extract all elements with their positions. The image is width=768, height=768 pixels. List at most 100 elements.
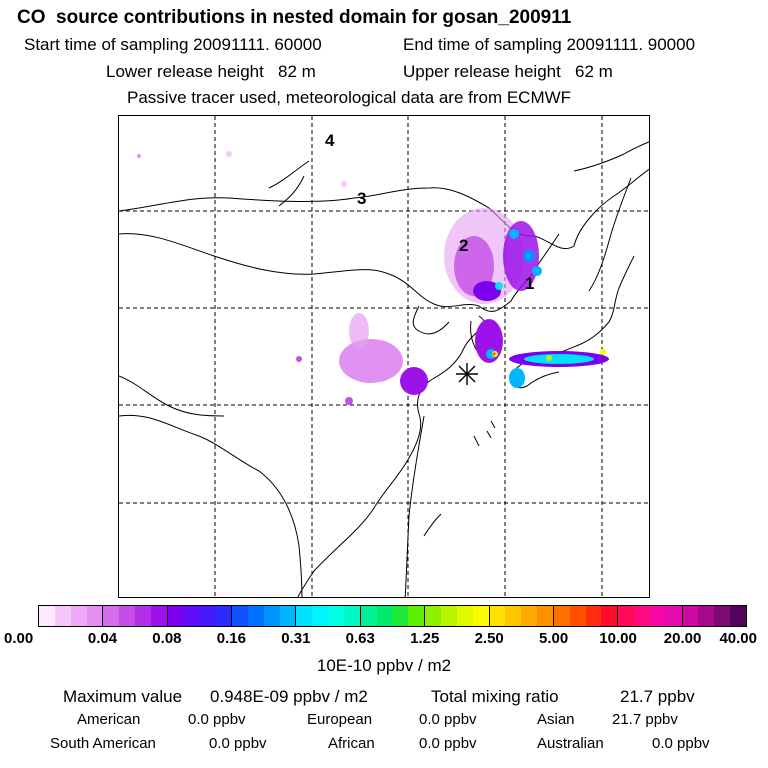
coastlines-and-borders <box>119 141 649 597</box>
region-name-american: American <box>77 711 141 728</box>
colorbar-color-cell <box>343 606 360 626</box>
colorbar-tick-label: 2.50 <box>474 630 504 647</box>
max-value-label: Maximum value <box>63 687 183 706</box>
colorbar-color-cell <box>39 606 55 626</box>
colorbar-tick-label: 0.00 <box>4 630 34 647</box>
colorbar-color-cell <box>730 606 746 626</box>
colorbar-tick-label: 0.31 <box>281 630 311 647</box>
tracer-note: Passive tracer used, meteorological data… <box>127 88 572 107</box>
region-name-european: European <box>307 711 373 728</box>
source-marker-2: 2 <box>459 236 468 255</box>
colorbar-color-cell <box>54 606 71 626</box>
colorbar-color-cell <box>103 606 120 626</box>
colorbar-color-cell <box>183 606 200 626</box>
colorbar-color-cell <box>119 606 136 626</box>
colorbar-color-cell <box>714 606 731 626</box>
region-value-african: 0.0 ppbv <box>419 735 477 752</box>
colorbar-color-cell <box>135 606 151 626</box>
colorbar-segment <box>553 606 619 626</box>
colorbar-color-cell <box>263 606 280 626</box>
upper-release-height-label: Upper release height 62 m <box>403 62 613 81</box>
total-mixing-ratio-value: 21.7 ppbv <box>620 687 695 706</box>
region-name-australian: Australian <box>537 735 604 752</box>
colorbar-color-cell <box>665 606 682 626</box>
colorbar-color-cell <box>521 606 538 626</box>
region-value-european: 0.0 ppbv <box>419 711 477 728</box>
source-marker-1: 1 <box>525 274 534 293</box>
max-value: 0.948E-09 ppbv / m2 <box>210 687 368 706</box>
colorbar-tick-label: 0.08 <box>152 630 182 647</box>
concentration-field <box>137 151 609 405</box>
receptor-star-icon <box>456 363 478 385</box>
colorbar-color-cell <box>296 606 313 626</box>
colorbar-color-cell <box>425 606 441 626</box>
colorbar <box>38 605 747 627</box>
end-time-label: End time of sampling 20091111. 90000 <box>403 35 696 54</box>
colorbar-color-cell <box>232 606 248 626</box>
colorbar-segment <box>489 606 554 626</box>
colorbar-tick-label: 0.63 <box>345 630 375 647</box>
colorbar-color-cell <box>585 606 602 626</box>
colorbar-color-cell <box>328 606 344 626</box>
colorbar-color-cell <box>456 606 473 626</box>
colorbar-color-cell <box>360 606 377 626</box>
colorbar-color-cell <box>472 606 489 626</box>
colorbar-tick-label: 0.04 <box>87 630 118 647</box>
colorbar-segment <box>618 606 683 626</box>
source-marker-4: 4 <box>325 131 335 150</box>
colorbar-color-cell <box>279 606 296 626</box>
colorbar-tick-label: 20.00 <box>663 630 702 647</box>
colorbar-color-cell <box>569 606 586 626</box>
colorbar-color-cell <box>376 606 393 626</box>
colorbar-color-cell <box>698 606 715 626</box>
colorbar-color-cell <box>649 606 666 626</box>
colorbar-segment <box>232 606 297 626</box>
colorbar-color-cell <box>215 606 232 626</box>
colorbar-tick-label: 10.00 <box>599 630 637 647</box>
plot-title: CO source contributions in nested domain… <box>17 7 572 28</box>
colorbar-segment <box>360 606 426 626</box>
start-time-label: Start time of sampling 20091111. 60000 <box>24 35 322 54</box>
colorbar-color-cell <box>408 606 425 626</box>
map-panel: 1 2 3 4 <box>118 115 650 598</box>
region-name-asian: Asian <box>537 711 575 728</box>
colorbar-color-cell <box>618 606 635 626</box>
colorbar-color-cell <box>247 606 264 626</box>
colorbar-color-cell <box>682 606 699 626</box>
source-marker-3: 3 <box>357 189 366 208</box>
region-name-african: African <box>328 735 375 752</box>
colorbar-color-cell <box>601 606 618 626</box>
lat-lon-grid <box>119 116 649 597</box>
source-markers: 1 2 3 4 <box>325 131 534 293</box>
colorbar-segment <box>425 606 490 626</box>
colorbar-color-cell <box>392 606 409 626</box>
colorbar-segment <box>682 606 746 626</box>
colorbar-color-cell <box>167 606 184 626</box>
colorbar-color-cell <box>70 606 87 626</box>
colorbar-segment <box>39 606 104 626</box>
colorbar-segment <box>103 606 168 626</box>
colorbar-segment <box>296 606 361 626</box>
region-value-australian: 0.0 ppbv <box>652 735 710 752</box>
colorbar-color-cell <box>553 606 570 626</box>
colorbar-color-cell <box>312 606 329 626</box>
region-name-south-american: South American <box>50 735 156 752</box>
colorbar-tick-label: 0.16 <box>216 630 246 647</box>
map-canvas: 1 2 3 4 <box>119 116 649 597</box>
colorbar-color-cell <box>199 606 216 626</box>
colorbar-tick-label: 5.00 <box>539 630 569 647</box>
lower-release-height-label: Lower release height 82 m <box>106 62 316 81</box>
colorbar-tick-label: 40.00 <box>719 630 757 647</box>
colorbar-color-cell <box>150 606 167 626</box>
colorbar-color-cell <box>634 606 650 626</box>
colorbar-tick-label: 1.25 <box>410 630 440 647</box>
region-value-asian: 21.7 ppbv <box>612 711 678 728</box>
colorbar-color-cell <box>441 606 457 626</box>
colorbar-color-cell <box>505 606 522 626</box>
region-value-american: 0.0 ppbv <box>188 711 246 728</box>
total-mixing-ratio-label: Total mixing ratio <box>431 687 559 706</box>
region-value-south-american: 0.0 ppbv <box>209 735 267 752</box>
colorbar-color-cell <box>489 606 506 626</box>
colorbar-unit: 10E-10 ppbv / m2 <box>316 656 452 675</box>
colorbar-color-cell <box>86 606 103 626</box>
